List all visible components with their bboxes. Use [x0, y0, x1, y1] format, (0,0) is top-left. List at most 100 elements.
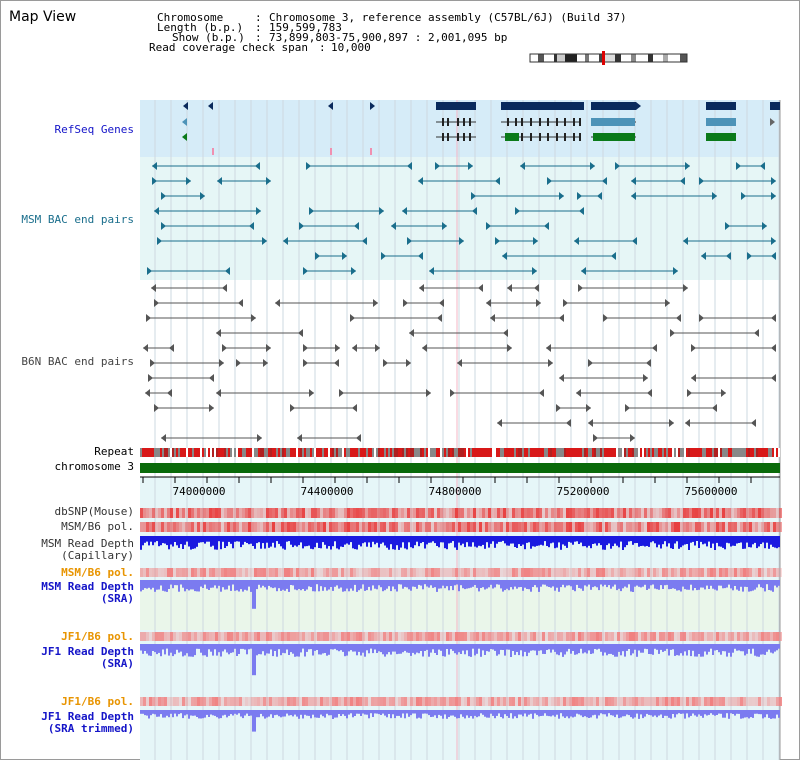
jf1-depth-trim-bar [552, 710, 554, 716]
dbsnp-cell [419, 508, 422, 518]
msm-depth-sra-bar [514, 580, 516, 587]
msm-pol-cell [572, 522, 575, 532]
msm-depth-sra-bar [732, 580, 734, 591]
jf1-depth-sra-bar [456, 644, 458, 655]
span-colon: : [319, 41, 326, 54]
msm-pol-cell [302, 522, 305, 532]
msm-depth-cap-bar [772, 536, 774, 547]
jf1-pol-cell [422, 632, 425, 641]
jf1-depth-trim-bar [236, 710, 238, 715]
msm-pol-sra-cell [596, 568, 599, 577]
repeat-cell [406, 448, 408, 457]
msm-pol-sra-cell [347, 568, 350, 577]
jf1-depth-sra-bar [576, 644, 578, 655]
jf1-pol-cell [236, 632, 239, 641]
jf1-depth-trim-bar [160, 710, 162, 715]
msm-depth-sra-bar [688, 580, 690, 590]
jf1-depth-trim-bar [584, 710, 586, 717]
jf1-depth-trim-bar [150, 710, 152, 716]
jf1-pol-trim-cell [512, 697, 515, 706]
refseq-genes-label[interactable]: RefSeq Genes [54, 123, 134, 136]
msm-depth-sra-bar [374, 580, 376, 589]
jf1-depth-sra-bar [214, 644, 216, 650]
repeat-cell [580, 448, 582, 457]
jf1-pol-trim-cell [488, 697, 491, 706]
msm-pol-sra-cell [176, 568, 179, 577]
msm-bac-pair-end [429, 267, 434, 275]
jf1-depth-sra-bar [612, 644, 614, 655]
msm-depth-cap-bar [404, 536, 406, 549]
repeat-cell [626, 448, 628, 457]
jf1-depth-trim-bar [368, 710, 370, 719]
msm-depth-cap-bar [732, 536, 734, 546]
msm-pol-sra-cell [767, 568, 770, 577]
msm-pol-cell [383, 522, 386, 532]
jf1-pol-cell [773, 632, 776, 641]
jf1-pol-trim-cell [776, 697, 779, 706]
msm-pol-cell [659, 522, 662, 532]
jf1-pol-cell [173, 632, 176, 641]
msm-depth-cap-bar [584, 536, 586, 547]
jf1-pol-trim-cell [539, 697, 542, 706]
repeat-cell [606, 448, 608, 457]
msm-depth-sra-bar [262, 580, 264, 586]
jf1-depth-sra-bar [636, 644, 638, 657]
msm-depth-sra-bar [462, 580, 464, 589]
msm-pol-sra-cell [332, 568, 335, 577]
jf1-depth-sra-bar [618, 644, 620, 652]
msm-bac-pair-end [315, 252, 320, 260]
msm-depth-sra-bar [146, 580, 148, 589]
jf1-depth-trim-bar [386, 710, 388, 718]
msm-depth-sra-bar [664, 580, 666, 586]
jf1-depth-sra-bar [278, 644, 280, 650]
msm-depth-cap-bar [728, 536, 730, 544]
msm-depth-cap-bar [592, 536, 594, 544]
msm-depth-cap-bar [648, 536, 650, 547]
jf1-depth-sra-bar [148, 644, 150, 656]
msm-bac-pair-end [468, 162, 473, 170]
jf1-pol-trim-cell [620, 697, 623, 706]
msm-pol-cell [701, 522, 704, 532]
msm-pol-cell [524, 522, 527, 532]
repeat-cell [540, 448, 542, 457]
b6n-bac-pair-end [161, 434, 166, 442]
jf1-depth-trim-bar [412, 710, 414, 714]
jf1-pol-cell [485, 632, 488, 641]
msm-bac-label[interactable]: MSM BAC end pairs [21, 213, 134, 226]
msm-depth-sra-bar [148, 580, 150, 588]
b6n-bac-pair-end [437, 314, 442, 322]
msm-pol-sra-cell [311, 568, 314, 577]
msm-pol-cell [230, 522, 233, 532]
jf1-pol-cell [170, 632, 173, 641]
msm-pol-sra-cell [584, 568, 587, 577]
b6n-bac-pair-end [546, 344, 551, 352]
jf1-pol-trim-cell [149, 697, 152, 706]
msm-depth-cap-bar [568, 536, 570, 542]
msm-depth-sra-bar [646, 580, 648, 590]
dbsnp-cell [245, 508, 248, 518]
b6n-bac-label[interactable]: B6N BAC end pairs [21, 355, 134, 368]
repeat-cell [438, 448, 440, 457]
msm-pol-sra-cell [755, 568, 758, 577]
msm-depth-sra-bar [634, 580, 636, 587]
jf1-pol-cell [509, 632, 512, 641]
jf1-depth-trim-bar [294, 710, 296, 715]
msm-depth-sra-bar [518, 580, 520, 588]
jf1-pol-trim-cell [761, 697, 764, 706]
jf1-depth-sra-bar [526, 644, 528, 657]
b6n-bac-pair-end [257, 434, 262, 442]
msm-depth-sra-bar [632, 580, 634, 592]
jf1-pol-trim-cell [740, 697, 743, 706]
jf1-depth-sra-bar [434, 644, 436, 653]
jf1-depth-sra-bar [482, 644, 484, 651]
jf1-depth-sra-bar [194, 644, 196, 656]
msm-depth-cap-bar [260, 536, 262, 549]
b6n-bac-pair-end [148, 374, 153, 382]
msm-depth-sra-bar [408, 580, 410, 590]
msm-depth-cap-bar [690, 536, 692, 543]
jf1-depth-sra-bar [254, 644, 256, 676]
repeat-cell [150, 448, 152, 457]
msm-pol-sra-cell [251, 568, 254, 577]
jf1-depth-sra-bar [298, 644, 300, 657]
